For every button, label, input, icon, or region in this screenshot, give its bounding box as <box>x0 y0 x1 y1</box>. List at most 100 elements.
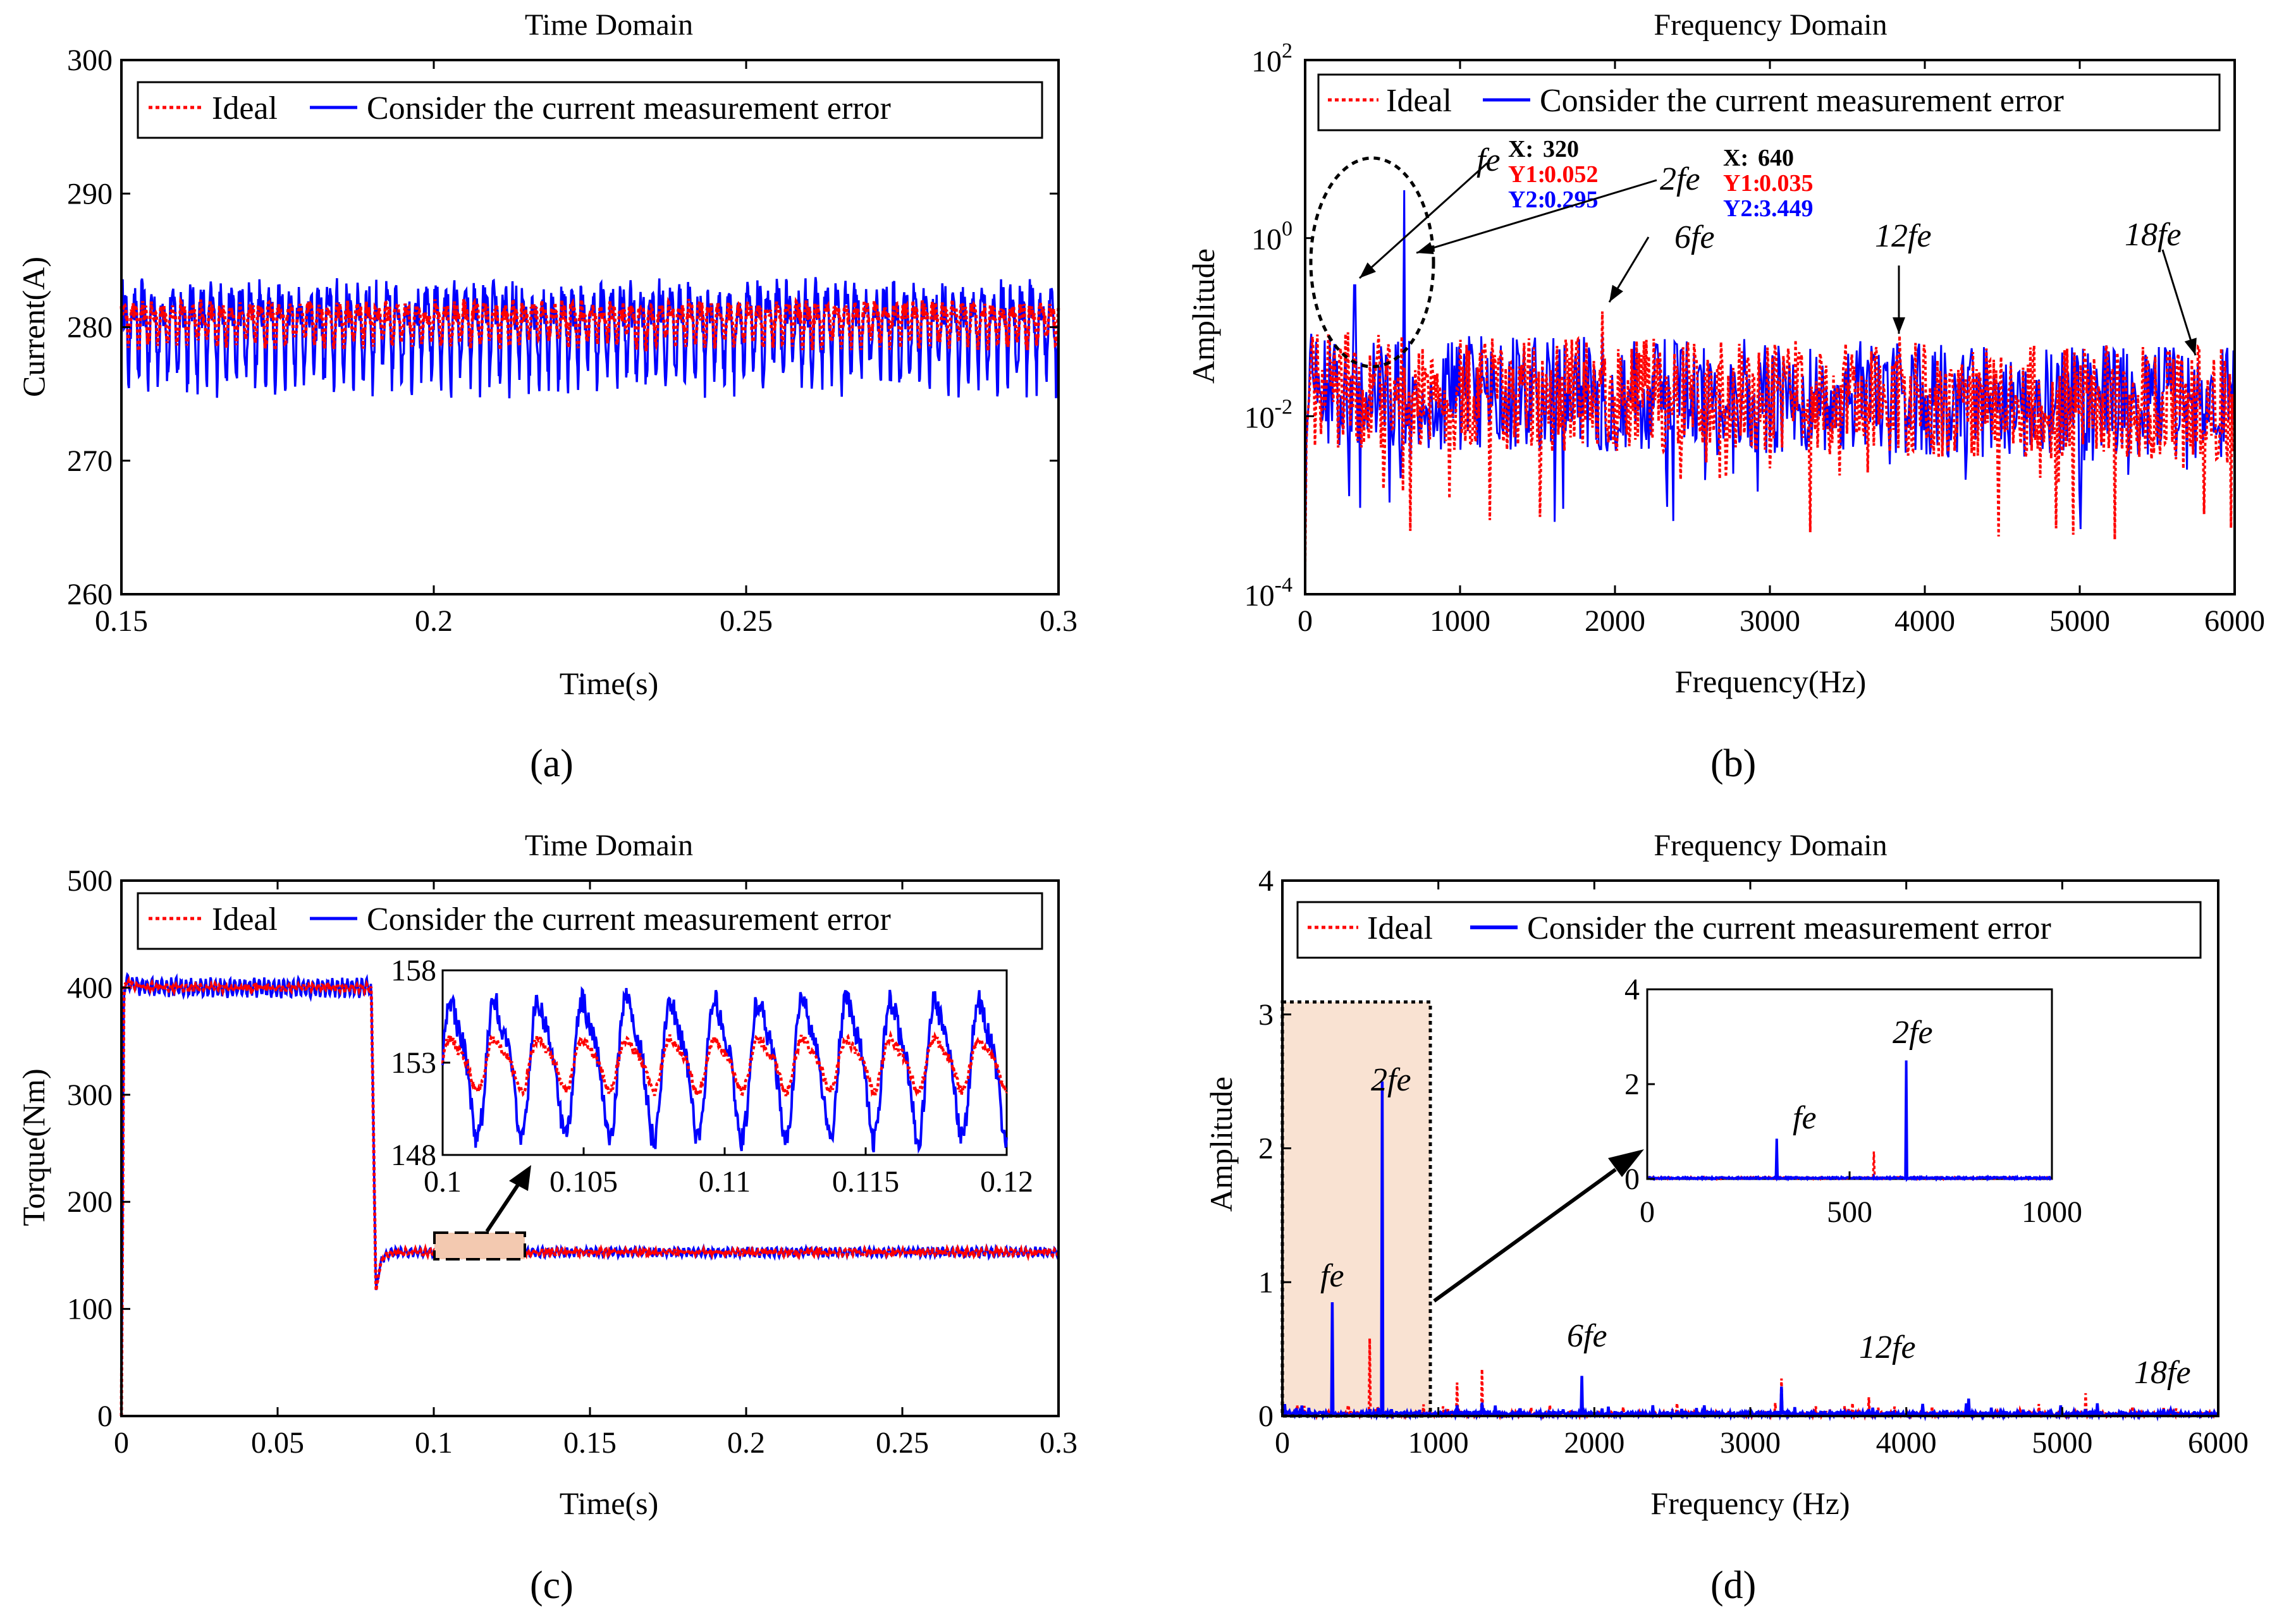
zoom-arrow <box>485 1181 522 1233</box>
legend-measured-label: Consider the current measurement error <box>367 901 891 937</box>
panel-c-ylabel: Torque(Nm) <box>16 1068 51 1226</box>
inset-series-ideal-line <box>441 1030 1008 1098</box>
series-measured-line <box>1304 190 2236 568</box>
annotation-2fe: 2fe <box>1371 1062 1411 1098</box>
inset-annotation-2fe: 2fe <box>1893 1015 1933 1051</box>
panel-b-xtick-label: 2000 <box>1585 604 1645 638</box>
panel-c-ytick-label: 400 <box>67 971 113 1004</box>
inset-ytick-label: 2 <box>1624 1068 1640 1101</box>
datatip-x-value: 320 <box>1543 136 1579 162</box>
highlight-ellipse <box>1309 156 1435 369</box>
panel-a-ytick-label: 300 <box>67 44 113 77</box>
panel-c-xtick-label: 0.15 <box>563 1426 617 1460</box>
panel-a-ytick-label: 270 <box>67 444 113 478</box>
panel-c-ytick-label: 300 <box>67 1078 113 1112</box>
inset-xtick-label: 0.115 <box>832 1165 899 1199</box>
panel-a: Time Domain 0.15 0.2 0.25 0.3 260 270 280 290 30… <box>16 8 1077 785</box>
panel-b-ytick-label: 10-2 <box>1244 395 1292 434</box>
panel-b-title: Frequency Domain <box>1654 8 1887 42</box>
panel-b-annotations: fe 2fe 6fe 12fe 18fe <box>1358 142 2197 356</box>
annotation-18fe: 18fe <box>2134 1355 2191 1391</box>
annotation-12fe: 12fe <box>1859 1329 1916 1365</box>
panel-c-xlabel: Time(s) <box>560 1486 659 1521</box>
panel-d-xtick-label: 5000 <box>2032 1426 2092 1460</box>
legend-measured-label: Consider the current measurement error <box>1527 910 2051 946</box>
panel-b: Frequency Domain 0 1000 2000 3000 4000 5000 60… <box>1186 8 2265 785</box>
panel-a-legend: Ideal Consider the current measurement e… <box>137 81 1043 139</box>
inset-xtick-label: 500 <box>1827 1195 1872 1229</box>
annotation-arrow-head <box>1416 241 1434 255</box>
panel-d-label: (d) <box>1710 1564 1756 1607</box>
annotation-arrow <box>1358 162 1489 279</box>
datatip-y1-label: Y1: <box>1723 170 1760 197</box>
annotation-arrow-head <box>1893 317 1905 334</box>
panel-c-xtick-label: 0.3 <box>1040 1426 1077 1460</box>
panel-b-legend: Ideal Consider the current measurement e… <box>1317 73 2221 131</box>
datatip-y1-value: 0.052 <box>1544 161 1599 188</box>
zoom-arrow-head <box>1608 1149 1644 1177</box>
annotation-fe: fe <box>1476 142 1501 178</box>
panel-b-xlabel: Frequency(Hz) <box>1675 664 1867 699</box>
datatip-x-label: X: <box>1508 136 1533 162</box>
panel-a-ytick-label: 290 <box>67 177 113 211</box>
datatip-y1-value: 0.035 <box>1759 170 1814 197</box>
legend-measured-label: Consider the current measurement error <box>367 90 891 126</box>
panel-b-ticks: 0 1000 2000 3000 4000 5000 6000 10-4 10-2 100 102 <box>1244 39 2265 638</box>
annotation-2fe: 2fe <box>1660 161 1700 197</box>
panel-c-ytick-label: 0 <box>97 1400 113 1433</box>
panel-d-xtick-label: 0 <box>1275 1426 1290 1460</box>
panel-c-ytick-label: 200 <box>67 1185 113 1219</box>
legend-ideal-label: Ideal <box>212 901 278 937</box>
inset-xtick-label: 0.1 <box>424 1165 462 1199</box>
legend-ideal-label: Ideal <box>1386 83 1452 119</box>
legend-measured-label: Consider the current measurement error <box>1540 83 2064 119</box>
inset-xtick-label: 1000 <box>2022 1195 2082 1229</box>
panel-a-ytick-label: 260 <box>67 578 113 611</box>
panel-d-ytick-label: 0 <box>1258 1400 1274 1433</box>
panel-b-ylabel: Amplitude <box>1186 248 1221 384</box>
panel-d-legend: Ideal Consider the current measurement e… <box>1296 901 2202 959</box>
panel-a-ticks: 0.15 0.2 0.25 0.3 260 270 280 290 300 <box>67 44 1077 638</box>
panel-a-xtick-label: 0.15 <box>95 604 148 638</box>
panel-c-xtick-label: 0.25 <box>876 1426 929 1460</box>
panel-b-ytick-label: 100 <box>1251 217 1292 257</box>
panel-d-xtick-label: 2000 <box>1564 1426 1624 1460</box>
panel-d-ylabel: Amplitude <box>1203 1077 1239 1212</box>
panel-c-xtick-label: 0.2 <box>727 1426 765 1460</box>
datatip-y2-value: 3.449 <box>1759 195 1814 222</box>
panel-b-xtick-label: 0 <box>1298 604 1313 638</box>
panel-c-xtick-label: 0 <box>114 1426 129 1460</box>
panel-d-xtick-label: 6000 <box>2188 1426 2249 1460</box>
annotation-arrow-head <box>2184 338 2197 355</box>
panel-b-ytick-label: 10-4 <box>1244 573 1292 613</box>
legend-ideal-label: Ideal <box>1367 910 1433 946</box>
panel-b-xtick-label: 3000 <box>1740 604 1800 638</box>
series-ideal-line <box>1304 311 2236 568</box>
panel-a-xlabel: Time(s) <box>560 666 659 701</box>
datatip-x-label: X: <box>1723 145 1748 171</box>
panel-b-xtick-label: 5000 <box>2049 604 2110 638</box>
panel-c-ticks: 0 0.05 0.1 0.15 0.2 0.25 0.3 0 100 200 300 400 500 <box>67 864 1077 1460</box>
annotation-arrow <box>1416 179 1657 254</box>
panel-a-xtick-label: 0.2 <box>415 604 453 638</box>
inset-xtick-label: 0.105 <box>549 1165 618 1199</box>
panel-d-xtick-label: 3000 <box>1720 1426 1781 1460</box>
panel-a-xtick-label: 0.3 <box>1040 604 1077 638</box>
panel-d-title: Frequency Domain <box>1654 829 1887 862</box>
series-ideal-line <box>120 975 1060 1417</box>
panel-c: Time Domain 0 0.05 0.1 0.15 0.2 0.25 0.3 0 100 20… <box>16 829 1077 1607</box>
panel-c-legend: Ideal Consider the current measurement e… <box>137 892 1043 950</box>
panel-c-label: (c) <box>530 1564 574 1607</box>
panel-d: Frequency Domain 0 1000 2000 3000 4000 5000 60… <box>1203 829 2249 1607</box>
panel-b-xtick-label: 4000 <box>1894 604 1955 638</box>
annotation-arrow-head <box>1609 284 1623 302</box>
annotation-6fe: 6fe <box>1674 219 1715 255</box>
panel-d-ytick-label: 4 <box>1258 864 1274 898</box>
panel-a-ytick-label: 280 <box>67 311 113 345</box>
inset-ytick-label: 148 <box>391 1139 436 1172</box>
inset-annotation-fe: fe <box>1793 1100 1817 1136</box>
datatip-640: X: 640 Y1: 0.035 Y2: 3.449 <box>1723 145 1814 222</box>
